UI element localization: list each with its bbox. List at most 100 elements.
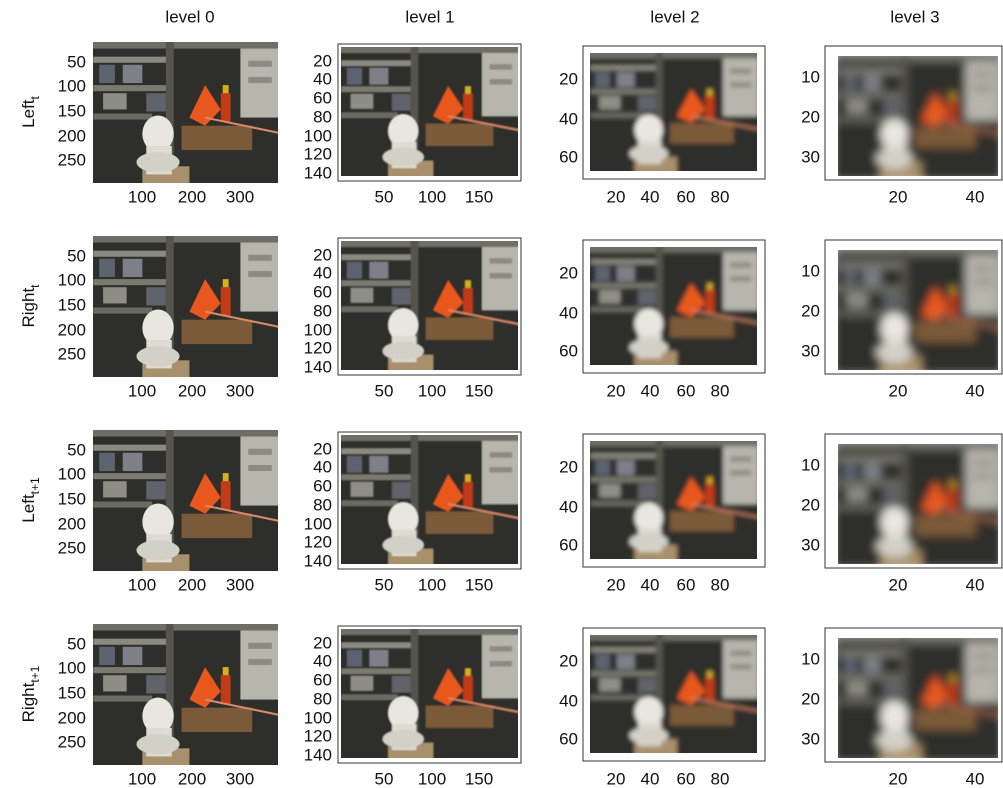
y-tick-label: 150 bbox=[58, 295, 86, 314]
y-tick-label: 20 bbox=[559, 263, 578, 282]
x-tick-label: 60 bbox=[677, 381, 696, 400]
y-tick-label: 40 bbox=[559, 497, 578, 516]
image bbox=[585, 242, 762, 369]
y-tick-label: 200 bbox=[58, 320, 86, 339]
x-tick-label: 100 bbox=[418, 769, 446, 788]
image bbox=[585, 630, 762, 757]
column-title: level 3 bbox=[890, 7, 939, 26]
y-tick-label: 20 bbox=[801, 107, 820, 126]
x-tick-label: 100 bbox=[418, 381, 446, 400]
image bbox=[585, 48, 762, 175]
y-tick-label: 40 bbox=[559, 109, 578, 128]
x-tick-label: 80 bbox=[711, 769, 730, 788]
y-tick-label: 250 bbox=[58, 732, 86, 751]
y-tick-label: 100 bbox=[58, 464, 86, 483]
y-tick-label: 120 bbox=[304, 532, 332, 551]
x-tick-label: 300 bbox=[226, 575, 254, 594]
y-tick-label: 60 bbox=[559, 535, 578, 554]
x-tick-label: 40 bbox=[641, 575, 660, 594]
x-tick-label: 50 bbox=[375, 769, 394, 788]
y-tick-label: 60 bbox=[313, 670, 332, 689]
y-tick-label: 140 bbox=[304, 357, 332, 376]
x-tick-label: 100 bbox=[128, 187, 156, 206]
y-tick-label: 40 bbox=[313, 263, 332, 282]
y-tick-label: 20 bbox=[313, 245, 332, 264]
y-tick-label: 50 bbox=[67, 246, 86, 265]
x-tick-label: 150 bbox=[465, 575, 493, 594]
x-tick-label: 200 bbox=[178, 381, 206, 400]
y-tick-label: 20 bbox=[313, 633, 332, 652]
y-tick-label: 100 bbox=[304, 514, 332, 533]
row-label: Leftt+1 bbox=[19, 477, 42, 523]
y-tick-label: 120 bbox=[304, 726, 332, 745]
y-tick-label: 140 bbox=[304, 163, 332, 182]
y-tick-label: 60 bbox=[559, 147, 578, 166]
x-tick-label: 150 bbox=[465, 769, 493, 788]
x-tick-label: 300 bbox=[226, 381, 254, 400]
figure: level 0501001502002501002003005010015020… bbox=[0, 0, 1003, 788]
row-label-main: Right bbox=[19, 682, 38, 722]
row-label-main: Left bbox=[19, 494, 38, 523]
image bbox=[87, 230, 283, 382]
y-tick-label: 60 bbox=[559, 341, 578, 360]
row-label-subscript: t+1 bbox=[28, 477, 42, 494]
x-tick-label: 20 bbox=[889, 187, 908, 206]
y-tick-label: 50 bbox=[67, 634, 86, 653]
y-tick-label: 40 bbox=[313, 69, 332, 88]
x-tick-label: 200 bbox=[178, 769, 206, 788]
y-tick-label: 20 bbox=[313, 439, 332, 458]
y-tick-label: 20 bbox=[559, 651, 578, 670]
row-label-main: Right bbox=[19, 288, 38, 328]
image bbox=[336, 236, 524, 375]
y-tick-label: 60 bbox=[313, 476, 332, 495]
row-label-subscript: t bbox=[28, 95, 42, 99]
row-label-subscript: t+1 bbox=[28, 665, 42, 682]
x-tick-label: 20 bbox=[607, 769, 626, 788]
image bbox=[833, 245, 1003, 375]
y-tick-label: 40 bbox=[313, 651, 332, 670]
y-tick-label: 250 bbox=[58, 538, 86, 557]
y-tick-label: 20 bbox=[801, 689, 820, 708]
x-tick-label: 300 bbox=[226, 187, 254, 206]
y-tick-label: 40 bbox=[559, 691, 578, 710]
y-tick-label: 30 bbox=[801, 729, 820, 748]
y-tick-label: 80 bbox=[313, 689, 332, 708]
panel: 10 20 30 20 40 bbox=[801, 46, 1003, 206]
image bbox=[336, 430, 524, 569]
row-label-main: Left bbox=[19, 99, 38, 128]
x-tick-label: 40 bbox=[966, 187, 985, 206]
y-tick-label: 100 bbox=[304, 320, 332, 339]
y-tick-label: 80 bbox=[313, 301, 332, 320]
y-tick-label: 20 bbox=[313, 51, 332, 70]
image bbox=[87, 424, 283, 576]
x-tick-label: 20 bbox=[607, 381, 626, 400]
y-tick-label: 100 bbox=[58, 76, 86, 95]
y-tick-label: 10 bbox=[801, 67, 820, 86]
image bbox=[833, 51, 1003, 181]
y-tick-label: 30 bbox=[801, 147, 820, 166]
y-tick-label: 50 bbox=[67, 440, 86, 459]
row-label-subscript: t bbox=[28, 284, 42, 288]
x-tick-label: 150 bbox=[465, 381, 493, 400]
x-tick-label: 20 bbox=[607, 575, 626, 594]
y-tick-label: 120 bbox=[304, 144, 332, 163]
y-tick-label: 20 bbox=[559, 69, 578, 88]
x-tick-label: 150 bbox=[465, 187, 493, 206]
y-tick-label: 20 bbox=[801, 301, 820, 320]
y-tick-label: 60 bbox=[313, 282, 332, 301]
y-tick-label: 10 bbox=[801, 455, 820, 474]
x-tick-label: 100 bbox=[418, 187, 446, 206]
y-tick-label: 150 bbox=[58, 101, 86, 120]
y-tick-label: 100 bbox=[304, 708, 332, 727]
x-tick-label: 50 bbox=[375, 381, 394, 400]
y-tick-label: 80 bbox=[313, 107, 332, 126]
x-tick-label: 40 bbox=[966, 575, 985, 594]
